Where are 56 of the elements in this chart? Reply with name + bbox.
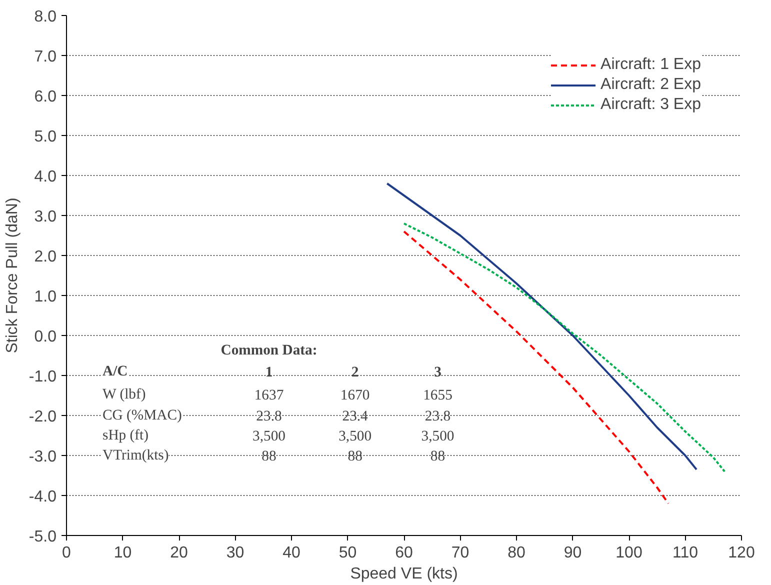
- annotation: 1: [265, 364, 273, 380]
- x-tick-label: 70: [451, 544, 470, 562]
- annotation: Common Data:: [220, 342, 318, 359]
- annotation: 3: [434, 364, 442, 380]
- annotation: 3,500: [421, 428, 454, 444]
- annotation: A/C: [102, 364, 128, 380]
- y-tick-label: -5.0: [28, 528, 57, 546]
- y-tick-label: 7.0: [34, 48, 57, 66]
- y-tick-label: 6.0: [34, 88, 57, 106]
- x-tick-label: 10: [114, 544, 132, 562]
- x-tick-label: 100: [616, 544, 642, 562]
- annotation: 1637: [254, 387, 284, 404]
- x-tick-label: 0: [62, 544, 72, 562]
- y-tick-label: -2.0: [28, 408, 57, 426]
- annotation: VTrim(kts): [102, 448, 169, 464]
- x-tick-label: 50: [338, 544, 357, 562]
- annotation: 1670: [340, 387, 370, 404]
- annotation: W (lbf): [102, 386, 146, 402]
- y-tick-label: 2.0: [34, 248, 57, 266]
- annotation: 3,500: [338, 428, 372, 444]
- y-tick-label: 4.0: [34, 168, 57, 186]
- y-tick-label: 3.0: [34, 208, 57, 226]
- y-axis-title: Stick Force Pull (daN): [4, 198, 21, 354]
- y-tick-label: 8.0: [34, 8, 57, 26]
- annotation: CG (%MAC): [102, 408, 182, 424]
- line-series: [403, 222, 726, 472]
- x-tick-label: 30: [226, 544, 244, 562]
- annotation: 3,500: [252, 428, 286, 444]
- line-series: [386, 182, 698, 470]
- x-tick-label: 120: [728, 544, 755, 562]
- y-tick-label: -4.0: [28, 488, 57, 506]
- x-tick-label: 90: [564, 544, 582, 562]
- annotation: 23.8: [424, 408, 451, 424]
- y-tick-label: 5.0: [34, 128, 57, 146]
- annotation: 1655: [423, 387, 452, 404]
- annotation: 2: [351, 364, 359, 380]
- legend-label: Aircraft: 1 Exp: [600, 56, 701, 74]
- y-tick-label: 1.0: [34, 288, 57, 306]
- annotation: 88: [262, 448, 276, 464]
- annotation: 88: [348, 448, 362, 464]
- annotation: 88: [430, 448, 446, 464]
- x-tick-label: 110: [672, 544, 698, 562]
- y-tick-label: 0.0: [34, 328, 57, 346]
- legend-label: Aircraft: 3 Exp: [600, 96, 701, 114]
- y-tick-label: -3.0: [28, 448, 57, 466]
- annotation: 23.8: [256, 408, 282, 424]
- annotation: 23.4: [342, 408, 369, 424]
- x-tick-label: 20: [170, 544, 188, 562]
- x-axis-title: Speed VE (kts): [350, 566, 458, 582]
- line-series: [403, 230, 670, 504]
- x-tick-label: 60: [395, 544, 413, 562]
- legend-label: Aircraft: 2 Exp: [600, 76, 701, 94]
- x-tick-label: 40: [282, 544, 300, 562]
- x-tick-label: 80: [508, 544, 526, 562]
- annotation: sHp (ft): [102, 428, 149, 444]
- y-tick-label: -1.0: [28, 368, 57, 386]
